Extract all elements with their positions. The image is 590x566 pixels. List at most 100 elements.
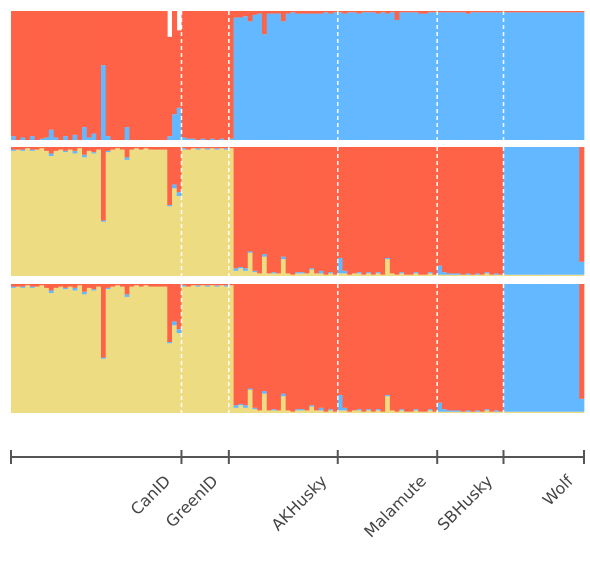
bar-segment-red bbox=[72, 11, 78, 135]
bar-segment-red bbox=[432, 284, 438, 412]
bar-segment-red bbox=[517, 11, 523, 13]
bar-segment-yellow bbox=[110, 286, 116, 413]
bar-segment-blue bbox=[233, 405, 239, 408]
bar-segment-yellow bbox=[257, 273, 263, 276]
bar-segment-red bbox=[460, 147, 466, 275]
bar-segment-blue bbox=[522, 12, 528, 140]
bar-segment-red bbox=[153, 147, 159, 150]
bar-segment-red bbox=[304, 284, 310, 411]
bar-segment-red bbox=[484, 11, 490, 13]
bar-segment-blue bbox=[451, 273, 457, 275]
bar-segment-blue bbox=[351, 12, 358, 140]
bar-segment-blue bbox=[422, 13, 429, 140]
bar-segment-yellow bbox=[224, 149, 230, 276]
bar-segment-yellow bbox=[257, 410, 263, 413]
bar-segment-red bbox=[347, 11, 353, 13]
bar-segment-yellow bbox=[205, 149, 211, 276]
bar-segment-yellow bbox=[527, 411, 533, 413]
bar-segment-yellow bbox=[219, 285, 225, 413]
bar-segment-red bbox=[280, 147, 287, 257]
bar-segment-red bbox=[252, 284, 258, 408]
bar-segment-yellow bbox=[560, 274, 566, 276]
bar-segment-blue bbox=[446, 12, 452, 140]
bar-segment-red bbox=[39, 11, 45, 139]
bar-segment-blue bbox=[20, 286, 26, 288]
bar-segment-blue bbox=[479, 12, 485, 140]
bar-segment-blue bbox=[205, 285, 211, 287]
bar-segment-red bbox=[385, 11, 391, 14]
bar-segment-yellow bbox=[214, 149, 220, 276]
bar-segment-yellow bbox=[48, 293, 54, 413]
bar-segment-blue bbox=[91, 133, 97, 140]
bar-segment-red bbox=[295, 147, 301, 273]
bar-segment-yellow bbox=[475, 411, 481, 413]
bar-segment-blue bbox=[186, 138, 192, 140]
bar-segment-blue bbox=[29, 149, 36, 151]
bar-segment-blue bbox=[456, 12, 462, 140]
bar-segment-red bbox=[11, 147, 17, 150]
bar-segment-yellow bbox=[63, 289, 69, 413]
bar-segment-blue bbox=[389, 12, 395, 140]
bar-segment-red bbox=[176, 30, 182, 108]
bar-segment-blue bbox=[39, 138, 45, 140]
bar-segment-yellow bbox=[238, 268, 244, 276]
bar-segment-red bbox=[508, 11, 514, 13]
bar-segment-yellow bbox=[119, 286, 126, 413]
group-label-sbhusky: SBHusky bbox=[434, 471, 497, 534]
bar-segment-yellow bbox=[522, 411, 528, 413]
bar-segment-red bbox=[195, 284, 201, 286]
bar-segment-blue bbox=[522, 147, 528, 275]
bar-segment-yellow bbox=[498, 274, 504, 276]
bar-segment-yellow bbox=[399, 273, 405, 276]
bar-segment-yellow bbox=[413, 273, 419, 276]
bar-segment-yellow bbox=[408, 411, 414, 413]
bar-segment-blue bbox=[82, 127, 88, 140]
bar-segment-red bbox=[351, 147, 358, 274]
bar-segment-red bbox=[44, 147, 50, 151]
bar-segment-yellow bbox=[361, 274, 367, 276]
bar-segment-yellow bbox=[44, 150, 50, 276]
bar-segment-yellow bbox=[176, 333, 182, 413]
bar-segment-blue bbox=[385, 257, 391, 260]
bar-segment-yellow bbox=[172, 325, 178, 413]
bar-segment-red bbox=[366, 11, 372, 13]
bar-segment-yellow bbox=[427, 273, 433, 276]
bar-segment-red bbox=[456, 11, 462, 13]
bar-segment-yellow bbox=[475, 274, 481, 276]
bar-segment-red bbox=[44, 11, 50, 138]
bar-segment-red bbox=[498, 11, 504, 13]
bar-segment-yellow bbox=[437, 274, 443, 276]
bar-segment-yellow bbox=[115, 148, 121, 276]
bar-segment-red bbox=[20, 147, 26, 150]
bar-segment-blue bbox=[280, 256, 287, 260]
bar-segment-red bbox=[351, 11, 358, 13]
bar-segment-blue bbox=[446, 273, 452, 275]
bar-segment-blue bbox=[555, 147, 561, 275]
bar-segment-blue bbox=[304, 13, 310, 140]
bar-segment-blue bbox=[366, 409, 372, 411]
bar-segment-yellow bbox=[228, 285, 234, 413]
bar-segment-yellow bbox=[29, 150, 36, 276]
bar-segment-red bbox=[129, 284, 135, 287]
bar-segment-yellow bbox=[266, 410, 272, 413]
bar-segment-red bbox=[333, 147, 339, 275]
bar-segment-blue bbox=[441, 409, 448, 412]
bar-segment-blue bbox=[408, 12, 414, 140]
bar-segment-red bbox=[110, 11, 116, 140]
bar-segment-red bbox=[546, 11, 552, 13]
bar-segment-red bbox=[408, 11, 414, 13]
bar-segment-red bbox=[451, 284, 457, 411]
bar-segment-red bbox=[285, 284, 291, 411]
bar-segment-red bbox=[290, 11, 296, 13]
bar-segment-yellow bbox=[347, 411, 353, 413]
bar-segment-red bbox=[100, 284, 107, 358]
bar-segment-blue bbox=[214, 148, 220, 150]
bar-segment-blue bbox=[252, 14, 258, 140]
bar-segment-yellow bbox=[200, 148, 206, 276]
bar-segment-yellow bbox=[15, 286, 21, 413]
bar-segment-yellow bbox=[375, 410, 381, 413]
bar-segment-yellow bbox=[366, 410, 372, 413]
bar-segment-blue bbox=[176, 329, 182, 334]
bar-segment-yellow bbox=[418, 411, 424, 413]
bar-segment-yellow bbox=[555, 411, 561, 413]
